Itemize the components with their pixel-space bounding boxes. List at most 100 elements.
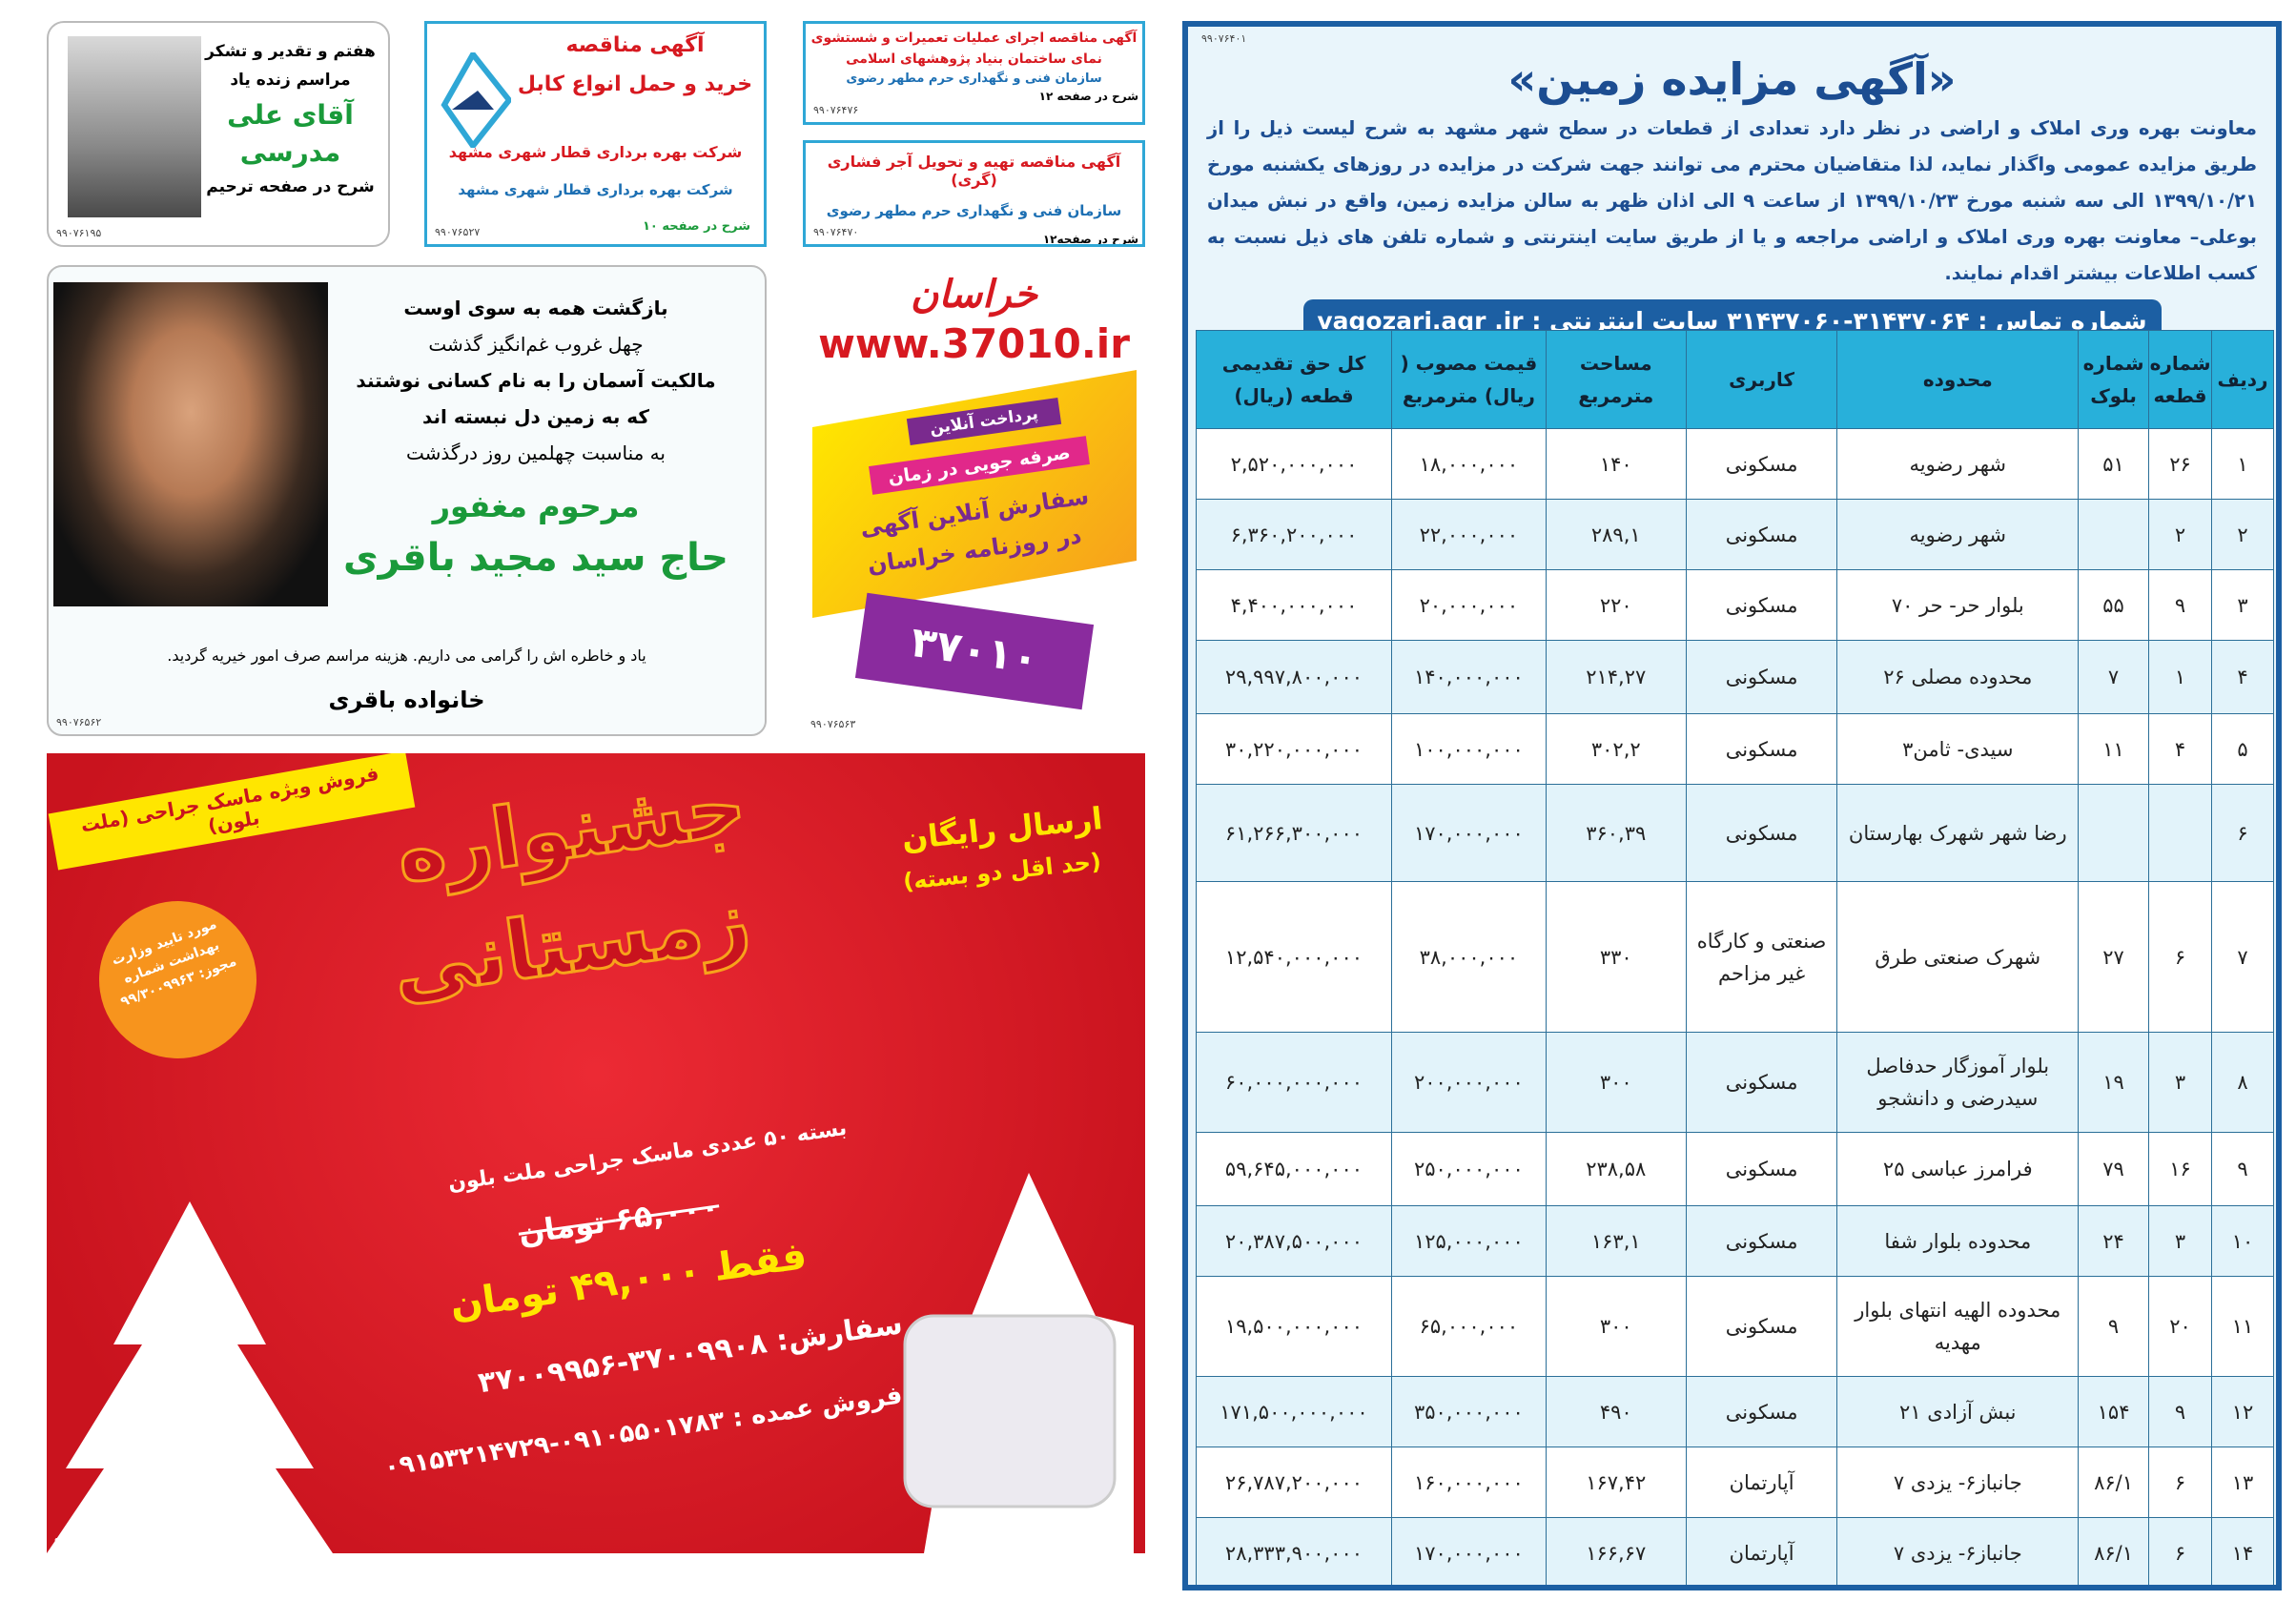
tender-ad-bricks: آگهی مناقصه تهیه و تحویل آجر فشاری (گری)… [803, 140, 1145, 247]
ad-code: ۹۹۰۷۶۴۷۰ [813, 226, 859, 238]
cell-price-per-sqm: ۲۰۰,۰۰۰,۰۰۰ [1390, 1032, 1547, 1133]
ad-line: چهل غروب غم‌انگیز گذشت [428, 333, 644, 356]
cell-block-number: ۱۱ [2078, 713, 2150, 785]
cell-area-sqm: ۱۴۰ [1545, 428, 1687, 500]
cell-area-location: محدوده بلوار شفا [1836, 1205, 2080, 1277]
cell-total-price: ۲۹,۹۹۷,۸۰۰,۰۰۰ [1196, 640, 1392, 714]
column-header-price-per-sqm: قیمت مصوب ( ریال) مترمربع [1390, 330, 1547, 429]
cell-area-location: شهر رضویه [1836, 428, 2080, 500]
cell-area-sqm: ۱۶۷,۴۲ [1545, 1447, 1687, 1518]
cell-row-number: ۴ [2211, 640, 2274, 714]
ad-code: ۹۹۰۷۶۵۶۳ [810, 718, 856, 730]
table-row: ۱۴ ۶ ۸۶/۱ جانباز۶- یزدی ۷ آپارتمان ۱۶۶,۶۷ ۱۷۰,… [1196, 1517, 2274, 1585]
website-url[interactable]: www.37010.ir [818, 320, 1130, 367]
ad-org: شرکت بهره برداری قطار شهری مشهد [458, 181, 733, 198]
pack-description: بسته ۵۰ عددی ماسک جراحی ملت بلون [446, 1116, 849, 1197]
column-header-land-use: کاربری [1685, 330, 1838, 429]
ad-note: شرح در صفحه ۱۰ [642, 219, 750, 234]
ad-note: شرح در صفحه۱۲ [1042, 233, 1138, 246]
cell-block-number: ۵۵ [2078, 569, 2150, 641]
tender-ad-facade: آگهی مناقصه اجرای عملیات تعمیرات و شستشو… [803, 21, 1145, 125]
table-header-row: ردیف شماره قطعه شماره بلوک محدوده کاربری مساح… [1196, 330, 2274, 429]
table-row: ۹ ۱۶ ۷۹ فرامرز عباسی ۲۵ مسکونی ۲۳۸,۵۸ ۲۵۰,۰۰۰,… [1196, 1132, 2274, 1206]
cell-area-sqm: ۲۱۴,۲۷ [1545, 640, 1687, 714]
cell-row-number: ۱۰ [2211, 1205, 2274, 1277]
cell-total-price: ۳۰,۲۲۰,۰۰۰,۰۰۰ [1196, 713, 1392, 785]
person-name: حاج سید مجید باقری [342, 536, 729, 580]
cell-area-sqm: ۱۶۶,۶۷ [1545, 1517, 1687, 1585]
cell-plot-number: ۳ [2148, 1032, 2213, 1133]
cell-row-number: ۱۴ [2211, 1517, 2274, 1585]
cell-area-sqm: ۳۳۰ [1545, 881, 1687, 1033]
portrait-photo [53, 282, 328, 606]
table-row: ۵ ۴ ۱۱ سیدی- ثامن۳ مسکونی ۳۰۲,۲ ۱۰۰,۰۰۰,۰۰۰ ۳۰,… [1196, 713, 2274, 785]
approval-seal: مورد تایید وزارت بهداشت شماره مجوز: ۹۹/۳… [76, 878, 279, 1081]
column-header-row-number: ردیف [2211, 330, 2274, 429]
cell-total-price: ۲,۵۲۰,۰۰۰,۰۰۰ [1196, 428, 1392, 500]
ad-note: شرح در صفحه ترحیم [206, 177, 375, 196]
cell-block-number [2078, 499, 2150, 570]
cell-plot-number: ۱ [2148, 640, 2213, 714]
cell-row-number: ۲ [2211, 499, 2274, 570]
ad-org: شرکت بهره برداری قطار شهری مشهد [448, 143, 743, 161]
cell-land-use: مسکونی [1685, 1276, 1838, 1377]
tender-ad-cable: آگهی مناقصه خرید و حمل انواع کابل شرکت ب… [424, 21, 767, 247]
cell-total-price: ۱۲,۵۴۰,۰۰۰,۰۰۰ [1196, 881, 1392, 1033]
ad-code: ۹۹۰۷۶۵۶۱ [54, 1535, 100, 1548]
cell-price-per-sqm: ۱۸,۰۰۰,۰۰۰ [1390, 428, 1547, 500]
cell-land-use: مسکونی [1685, 499, 1838, 570]
cell-area-location: بلوار آموزگار حدفاصل سیدرضی و دانشجو [1836, 1032, 2080, 1133]
cell-price-per-sqm: ۱۰۰,۰۰۰,۰۰۰ [1390, 713, 1547, 785]
cell-area-sqm: ۱۶۳,۱ [1545, 1205, 1687, 1277]
cell-total-price: ۱۷۱,۵۰۰,۰۰۰,۰۰۰ [1196, 1376, 1392, 1447]
cell-plot-number: ۱۶ [2148, 1132, 2213, 1206]
cell-price-per-sqm: ۲۵۰,۰۰۰,۰۰۰ [1390, 1132, 1547, 1206]
wholesale-phones: ۰۹۱۵۳۲۱۴۷۲۹-۰۹۱۰۵۵۰۱۷۸۳ [382, 1406, 727, 1483]
cell-block-number: ۵۱ [2078, 428, 2150, 500]
ad-line: مراسم زنده یاد [230, 71, 351, 90]
cell-area-sqm: ۳۰۰ [1545, 1032, 1687, 1133]
cell-plot-number: ۴ [2148, 713, 2213, 785]
cell-row-number: ۱ [2211, 428, 2274, 500]
cell-block-number: ۱۵۴ [2078, 1376, 2150, 1447]
cell-land-use: مسکونی [1685, 428, 1838, 500]
cell-area-location: رضا شهر شهرک بهارستان [1836, 784, 2080, 882]
table-row: ۸ ۳ ۱۹ بلوار آموزگار حدفاصل سیدرضی و دانشجو… [1196, 1032, 2274, 1133]
cell-land-use: مسکونی [1685, 1132, 1838, 1206]
cell-area-location: شهر رضویه [1836, 499, 2080, 570]
cell-price-per-sqm: ۱۶۰,۰۰۰,۰۰۰ [1390, 1447, 1547, 1518]
cell-area-sqm: ۲۳۸,۵۸ [1545, 1132, 1687, 1206]
land-auction-ad: ۹۹۰۷۶۴۰۱ «آگهی مزایده زمین» معاونت بهره … [1182, 21, 2282, 1590]
ad-code: ۹۹۰۷۶۵۶۲ [56, 716, 102, 728]
cell-price-per-sqm: ۳۸,۰۰۰,۰۰۰ [1390, 881, 1547, 1033]
table-row: ۱ ۲۶ ۵۱ شهر رضویه مسکونی ۱۴۰ ۱۸,۰۰۰,۰۰۰ ۲,۵۲۰,۰… [1196, 428, 2274, 500]
cell-plot-number: ۲ [2148, 499, 2213, 570]
ad-line: به مناسبت چهلمین روز درگذشت [406, 441, 666, 464]
family-signature: خانواده باقری [328, 687, 485, 713]
cell-price-per-sqm: ۱۷۰,۰۰۰,۰۰۰ [1390, 1517, 1547, 1585]
cell-area-sqm: ۳۶۰,۳۹ [1545, 784, 1687, 882]
obituary-ad: بازگشت همه به سوی اوست چهل غروب غم‌انگیز… [47, 265, 767, 736]
cell-area-location: جانباز۶- یزدی ۷ [1836, 1517, 2080, 1585]
memorial-ad-small: هفتم و تقدیر و تشکر مراسم زنده یاد آقای … [47, 21, 390, 247]
column-header-plot-number: شماره قطعه [2148, 330, 2213, 429]
ad-title: آگهی مناقصه [565, 33, 705, 57]
cell-total-price: ۶۰,۰۰۰,۰۰۰,۰۰۰ [1196, 1032, 1392, 1133]
cell-land-use: آپارتمان [1685, 1517, 1838, 1585]
cell-area-sqm: ۴۹۰ [1545, 1376, 1687, 1447]
khorasan-ad: خراسان www.37010.ir پرداخت آنلاین صرفه ج… [803, 265, 1145, 736]
table-row: ۱۳ ۶ ۸۶/۱ جانباز۶- یزدی ۷ آپارتمان ۱۶۷,۴۲ ۱۶۰,… [1196, 1447, 2274, 1518]
cell-row-number: ۱۲ [2211, 1376, 2274, 1447]
cell-land-use: مسکونی [1685, 1032, 1838, 1133]
cell-row-number: ۷ [2211, 881, 2274, 1033]
cell-row-number: ۱۳ [2211, 1447, 2274, 1518]
cell-land-use: مسکونی [1685, 640, 1838, 714]
cell-total-price: ۶۱,۲۶۶,۳۰۰,۰۰۰ [1196, 784, 1392, 882]
cell-plot-number: ۹ [2148, 569, 2213, 641]
wholesale-label: فروش عمده : [730, 1381, 905, 1434]
cell-area-location: شهرک صنعتی طرق [1836, 881, 2080, 1033]
column-header-total-price: کل حق تقدیمی قطعه (ریال) [1196, 330, 1392, 429]
table-row: ۴ ۱ ۷ محدوده مصلی ۲۶ مسکونی ۲۱۴,۲۷ ۱۴۰,۰۰۰,۰۰۰… [1196, 640, 2274, 714]
order-phones: ۳۷۰۰۹۹۵۶-۳۷۰۰۹۹۰۸ [476, 1326, 769, 1401]
cell-total-price: ۲۸,۳۳۳,۹۰۰,۰۰۰ [1196, 1517, 1392, 1585]
